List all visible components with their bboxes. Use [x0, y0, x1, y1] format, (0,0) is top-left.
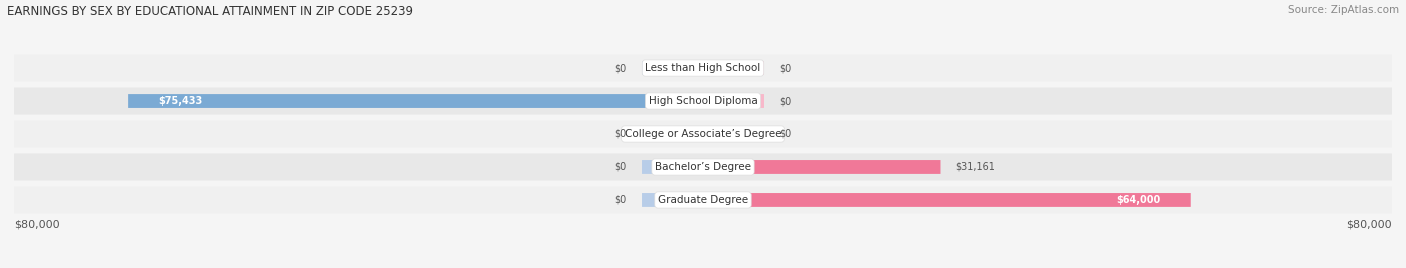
Text: High School Diploma: High School Diploma	[648, 96, 758, 106]
Text: EARNINGS BY SEX BY EDUCATIONAL ATTAINMENT IN ZIP CODE 25239: EARNINGS BY SEX BY EDUCATIONAL ATTAINMEN…	[7, 5, 413, 18]
FancyBboxPatch shape	[643, 127, 703, 141]
FancyBboxPatch shape	[643, 160, 703, 174]
Text: $0: $0	[614, 129, 627, 139]
FancyBboxPatch shape	[14, 187, 1392, 214]
Text: College or Associate’s Degree: College or Associate’s Degree	[624, 129, 782, 139]
FancyBboxPatch shape	[643, 61, 703, 75]
Text: $0: $0	[614, 162, 627, 172]
FancyBboxPatch shape	[703, 61, 763, 75]
FancyBboxPatch shape	[703, 94, 763, 108]
Text: Less than High School: Less than High School	[645, 63, 761, 73]
FancyBboxPatch shape	[14, 121, 1392, 147]
Text: $80,000: $80,000	[14, 220, 59, 230]
FancyBboxPatch shape	[703, 160, 941, 174]
Text: $0: $0	[779, 129, 792, 139]
Text: Graduate Degree: Graduate Degree	[658, 195, 748, 205]
FancyBboxPatch shape	[703, 193, 1191, 207]
Text: $0: $0	[614, 63, 627, 73]
Text: $0: $0	[779, 96, 792, 106]
FancyBboxPatch shape	[643, 193, 703, 207]
Text: $64,000: $64,000	[1116, 195, 1160, 205]
Text: Source: ZipAtlas.com: Source: ZipAtlas.com	[1288, 5, 1399, 15]
Text: $31,161: $31,161	[956, 162, 995, 172]
Text: $0: $0	[779, 63, 792, 73]
Text: $75,433: $75,433	[159, 96, 202, 106]
Text: Bachelor’s Degree: Bachelor’s Degree	[655, 162, 751, 172]
FancyBboxPatch shape	[703, 127, 763, 141]
FancyBboxPatch shape	[14, 54, 1392, 81]
Text: $80,000: $80,000	[1347, 220, 1392, 230]
FancyBboxPatch shape	[14, 154, 1392, 181]
Text: $0: $0	[614, 195, 627, 205]
FancyBboxPatch shape	[14, 87, 1392, 114]
FancyBboxPatch shape	[128, 94, 703, 108]
